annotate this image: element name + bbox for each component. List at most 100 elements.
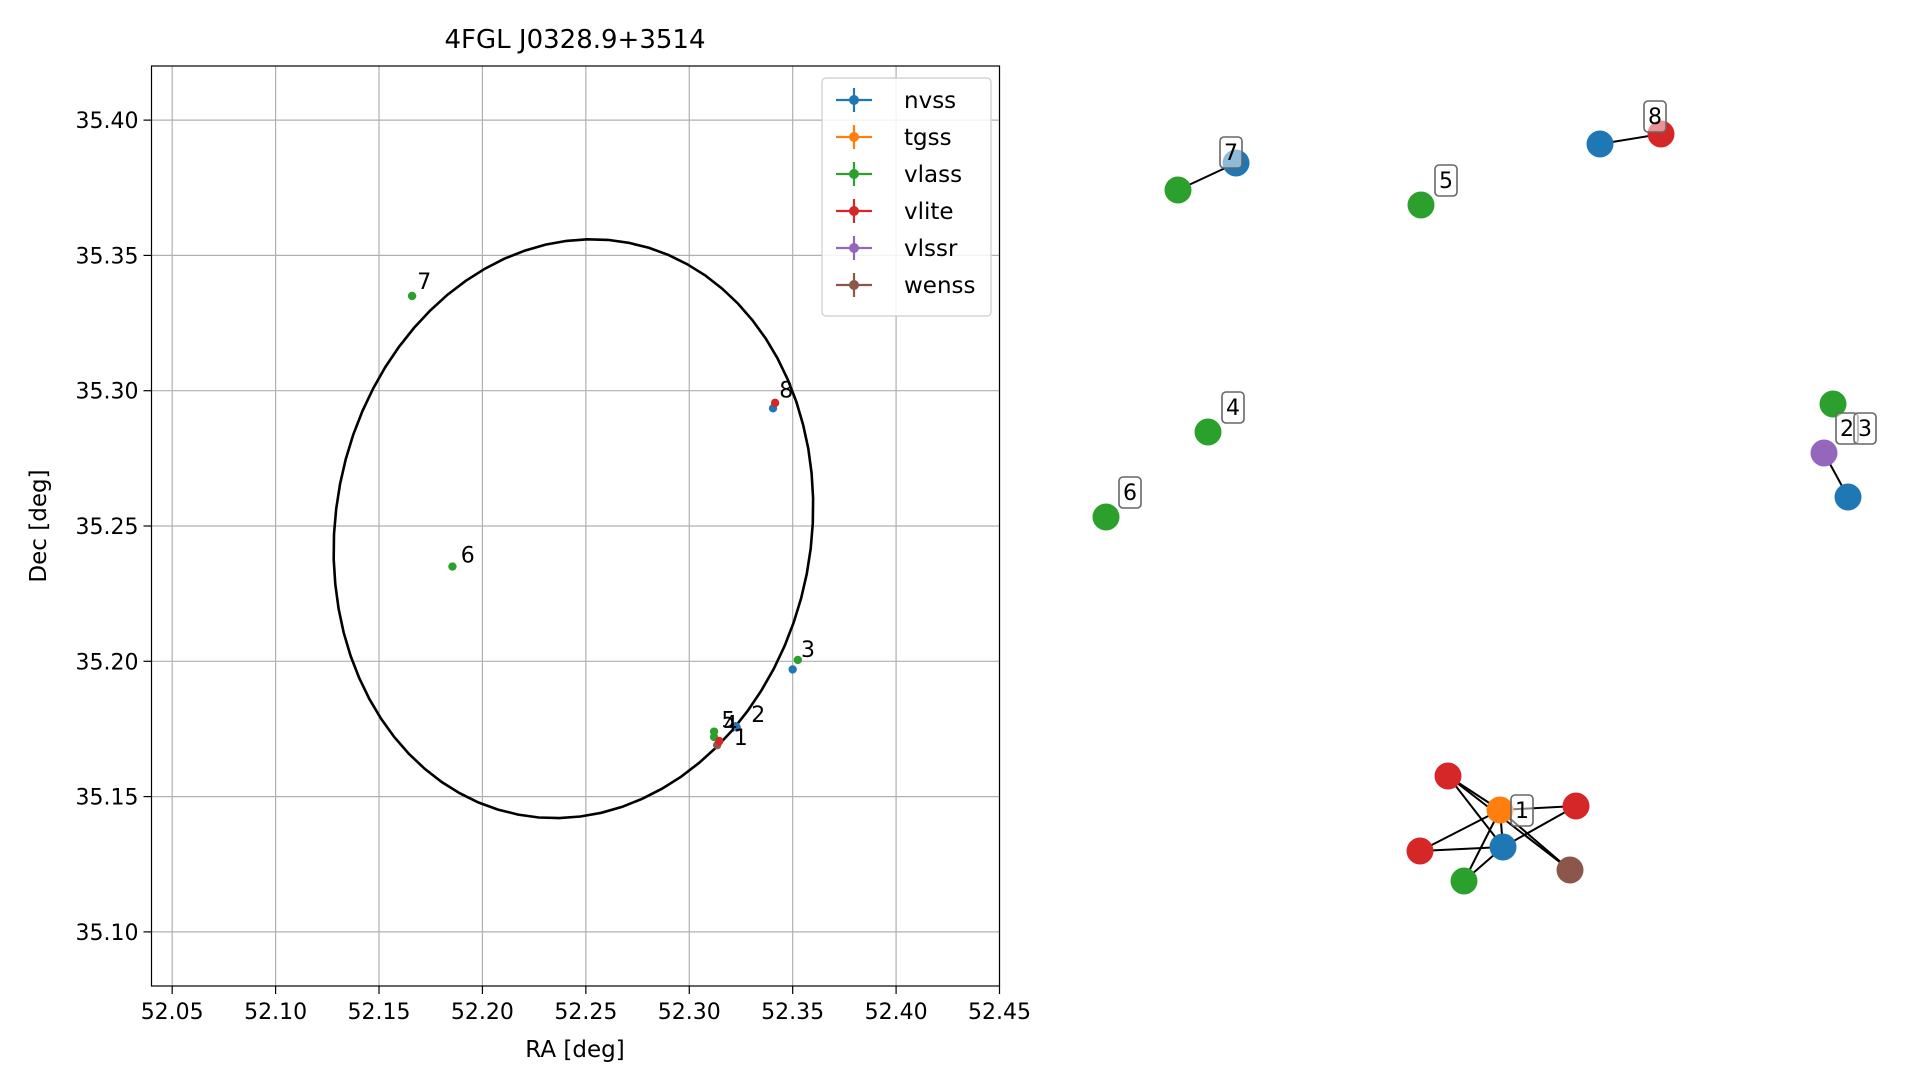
- legend-label: vlass: [904, 162, 962, 188]
- node-label-text: 6: [1123, 481, 1137, 506]
- y-tick-label: 35.10: [76, 921, 139, 946]
- node-label-3: 3: [1853, 412, 1877, 445]
- legend-entry-vlssr: vlssr: [836, 236, 958, 262]
- x-axis-ticks: 52.05 52.10 52.15 52.20 52.25 52.30 52.35 52.40…: [141, 986, 1031, 1025]
- node-label-4: 4: [1221, 391, 1245, 424]
- legend-marker: [849, 169, 859, 179]
- source-label: 3: [801, 638, 815, 663]
- source-label: 8: [779, 378, 793, 403]
- network-edge: [1419, 809, 1501, 852]
- crossmatch-network: 7 5 8 4 6 2 3 1: [1092, 100, 1877, 895]
- x-tick-label: 52.15: [348, 1000, 411, 1025]
- network-node-nvss: [1834, 483, 1862, 511]
- node-label-box: [1434, 164, 1458, 197]
- source-label: 7: [417, 270, 431, 295]
- y-axis-ticks: 35.10 35.15 35.20 35.25 35.30 35.35 35.40: [76, 109, 152, 946]
- y-tick-label: 35.30: [76, 380, 139, 405]
- node-label-box: [1853, 412, 1877, 445]
- source-label: 1: [734, 726, 748, 751]
- y-tick-label: 35.15: [76, 786, 139, 811]
- node-label-5: 5: [1434, 164, 1458, 197]
- x-tick-label: 52.10: [244, 1000, 307, 1025]
- network-edge: [1447, 775, 1504, 848]
- node-label-6: 6: [1118, 476, 1142, 509]
- legend-entry-tgss: tgss: [836, 125, 952, 151]
- source-point-vlass: [407, 291, 417, 301]
- network-node-labels: 7 5 8 4 6 2 3 1: [1118, 100, 1877, 827]
- network-node-vlite: [1434, 762, 1462, 790]
- source-label: 5: [721, 709, 735, 734]
- network-edge: [1502, 805, 1577, 848]
- source-point-vlass: [448, 562, 457, 571]
- chart-title: 4FGL J0328.9+3514: [445, 25, 706, 55]
- y-tick-label: 35.20: [76, 650, 139, 675]
- source-points: [407, 291, 803, 750]
- x-axis-label: RA [deg]: [525, 1037, 624, 1063]
- node-label-text: 7: [1224, 141, 1238, 166]
- network-node-vlssr: [1810, 439, 1838, 467]
- network-node-nvss: [1489, 833, 1517, 861]
- legend: nvss tgss vlass vlite vlssr wenss: [821, 77, 992, 317]
- node-label-1: 1: [1510, 794, 1534, 827]
- node-label-box: [1221, 391, 1245, 424]
- node-label-7: 7: [1219, 136, 1243, 169]
- network-node-vlite: [1562, 792, 1590, 820]
- node-label-box: [1219, 136, 1243, 169]
- legend-entry-vlite: vlite: [836, 199, 954, 225]
- grid: [151, 66, 1001, 986]
- legend-marker: [849, 95, 859, 105]
- y-axis-label: Dec [deg]: [26, 469, 52, 582]
- y-tick-label: 35.40: [76, 109, 139, 134]
- x-tick-label: 52.05: [141, 1000, 204, 1025]
- node-label-text: 8: [1648, 105, 1662, 130]
- network-node-vlass: [1450, 867, 1478, 895]
- network-node-wenss: [1556, 856, 1584, 884]
- node-label-box: [1118, 476, 1142, 509]
- legend-marker: [849, 280, 859, 290]
- network-edges: [1177, 133, 1849, 882]
- localization-ellipse-layer: [332, 237, 815, 820]
- node-label-text: 3: [1858, 417, 1872, 442]
- node-label-box: [1643, 100, 1667, 133]
- source-point-vlite: [715, 736, 724, 746]
- legend-label: nvss: [904, 88, 956, 114]
- legend-entry-vlass: vlass: [836, 162, 962, 188]
- network-nodes: [1092, 120, 1862, 895]
- source-point-nvss: [731, 722, 740, 731]
- network-edge: [1419, 846, 1504, 852]
- node-label-8: 8: [1643, 100, 1667, 133]
- source-label: 2: [751, 703, 765, 728]
- source-point-vlass: [793, 655, 803, 665]
- network-node-vlass: [1194, 418, 1222, 446]
- legend-label: vlssr: [904, 236, 958, 262]
- x-tick-label: 52.35: [761, 1000, 824, 1025]
- y-tick-label: 35.25: [76, 515, 139, 540]
- x-tick-label: 52.25: [554, 1000, 617, 1025]
- source-point-nvss: [788, 665, 797, 674]
- source-label: 6: [461, 544, 475, 569]
- legend-entry-wenss: wenss: [836, 273, 976, 299]
- y-tick-label: 35.35: [76, 244, 139, 269]
- x-tick-label: 52.30: [658, 1000, 721, 1025]
- source-point-vlite: [770, 398, 780, 408]
- node-label-text: 2: [1840, 417, 1854, 442]
- network-node-vlite: [1406, 837, 1434, 865]
- network-node-nvss: [1586, 130, 1614, 158]
- network-edge: [1447, 775, 1571, 871]
- node-label-text: 1: [1515, 799, 1529, 824]
- legend-marker: [849, 243, 859, 253]
- legend-label: wenss: [904, 273, 976, 299]
- node-label-box: [1510, 794, 1534, 827]
- legend-label: tgss: [904, 125, 952, 151]
- network-node-vlass: [1164, 176, 1192, 204]
- legend-entry-nvss: nvss: [836, 88, 956, 114]
- x-tick-label: 52.45: [968, 1000, 1031, 1025]
- legend-marker: [849, 206, 859, 216]
- x-tick-label: 52.20: [451, 1000, 514, 1025]
- node-label-text: 5: [1439, 169, 1453, 194]
- network-node-vlass: [1092, 503, 1120, 531]
- node-label-2: 2: [1835, 412, 1859, 445]
